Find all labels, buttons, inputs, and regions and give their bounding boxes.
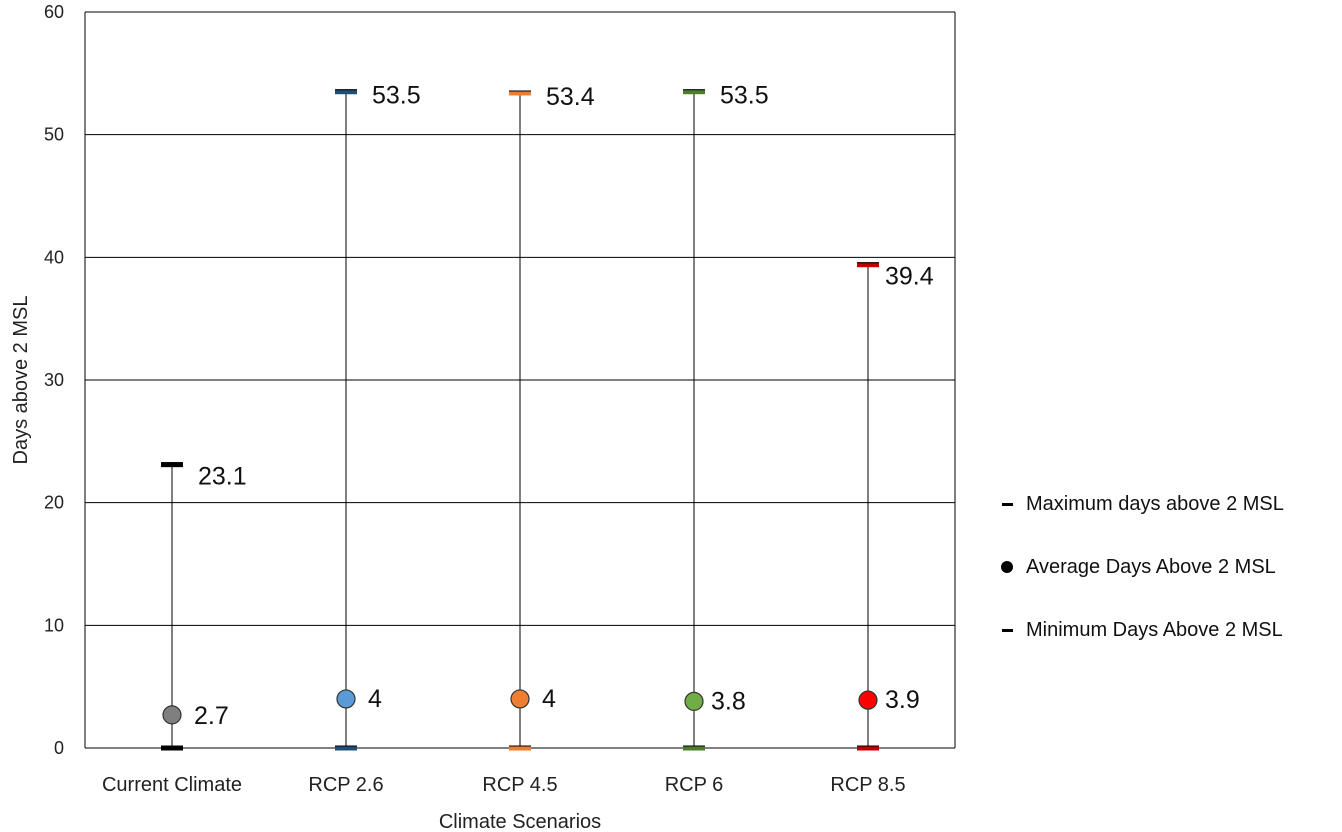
y-tick-label: 0 (54, 738, 64, 758)
average-value-label: 2.7 (194, 702, 229, 730)
max-value-label: 53.5 (720, 82, 769, 110)
average-value-label: 4 (542, 685, 556, 713)
average-point (858, 690, 878, 710)
average-point (510, 689, 530, 709)
max-value-label: 39.4 (885, 263, 934, 291)
min-marker (683, 745, 705, 751)
average-point (336, 689, 356, 709)
average-value-label: 4 (368, 685, 382, 713)
dash-icon (1000, 494, 1014, 514)
min-marker (509, 745, 531, 751)
dot-icon (1000, 557, 1014, 577)
max-marker (683, 89, 705, 95)
max-value-label: 53.5 (372, 82, 421, 110)
y-tick-label: 10 (44, 615, 64, 635)
dash-icon (1000, 620, 1014, 640)
x-tick-label: RCP 6 (665, 774, 724, 796)
max-marker (509, 90, 531, 96)
y-tick-labels: 0 10 20 30 40 50 60 (44, 2, 64, 758)
y-tick-label: 30 (44, 370, 64, 390)
x-axis-title: Climate Scenarios (439, 811, 601, 832)
legend-item-maximum: Maximum days above 2 MSL (1000, 488, 1284, 520)
x-tick-labels: Current Climate RCP 2.6 RCP 4.5 RCP 6 RCP 8.… (102, 774, 906, 796)
legend-item-minimum: Minimum Days Above 2 MSL (1000, 614, 1284, 646)
average-value-label: 3.8 (711, 687, 746, 715)
range-caps (161, 89, 879, 751)
legend-label: Minimum Days Above 2 MSL (1026, 618, 1283, 641)
average-point (162, 705, 182, 725)
x-tick-label: RCP 8.5 (830, 774, 905, 796)
chart: 0 10 20 30 40 50 60 Current Climate RCP 2.6 RCP … (10, 2, 956, 832)
legend: Maximum days above 2 MSL Average Days Ab… (1000, 488, 1284, 677)
y-tick-label: 50 (44, 125, 64, 145)
max-marker (857, 262, 879, 268)
average-points (162, 689, 878, 725)
y-tick-label: 20 (44, 493, 64, 513)
legend-item-average: Average Days Above 2 MSL (1000, 551, 1284, 583)
data-labels: 23.1 2.7 53.5 4 53.4 4 53.5 3.8 39.4 3.9 (194, 82, 934, 730)
x-tick-label: RCP 2.6 (308, 774, 383, 796)
average-point (684, 691, 704, 711)
range-lines (171, 91, 869, 748)
max-value-label: 53.4 (546, 83, 595, 111)
min-marker (857, 745, 879, 751)
max-marker (161, 462, 183, 468)
min-marker (161, 745, 183, 751)
y-tick-label: 60 (44, 2, 64, 22)
x-tick-label: RCP 4.5 (482, 774, 557, 796)
max-marker (335, 89, 357, 95)
x-tick-label: Current Climate (102, 774, 242, 796)
legend-label: Maximum days above 2 MSL (1026, 492, 1284, 515)
min-marker (335, 745, 357, 751)
legend-label: Average Days Above 2 MSL (1026, 555, 1276, 578)
max-value-label: 23.1 (198, 463, 247, 491)
average-value-label: 3.9 (885, 686, 920, 714)
y-axis-title: Days above 2 MSL (10, 296, 32, 465)
y-tick-label: 40 (44, 247, 64, 267)
